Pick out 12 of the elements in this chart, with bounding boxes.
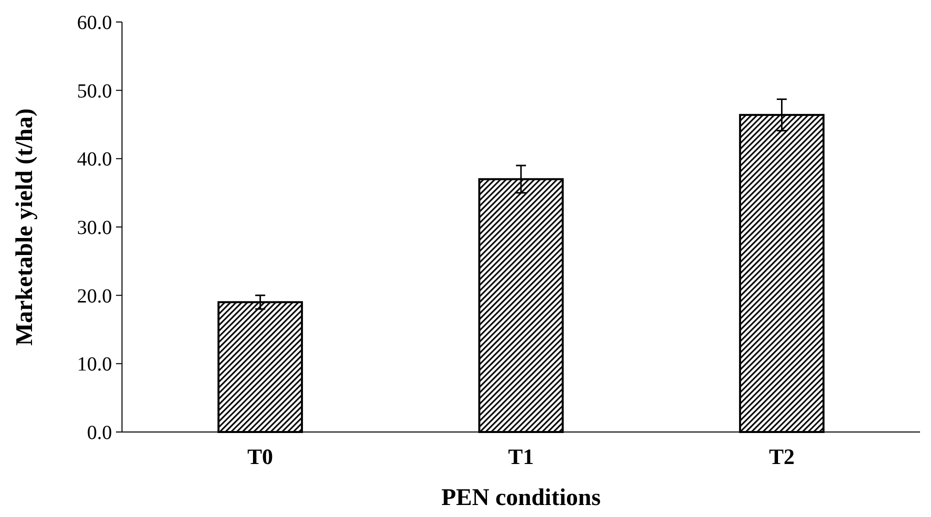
x-tick-label: T0: [247, 444, 274, 469]
x-tick-label: T1: [508, 444, 534, 469]
x-axis-title: PEN conditions: [441, 485, 601, 511]
y-tick-label: 60.0: [77, 12, 112, 34]
y-tick-label: 30.0: [77, 217, 112, 239]
y-tick-label: 0.0: [87, 422, 112, 444]
y-tick-label: 40.0: [77, 148, 112, 171]
y-axis-title: Marketable yield (t/ha): [12, 108, 38, 346]
y-tick-label: 50.0: [77, 80, 112, 102]
x-tick-label: T2: [768, 444, 795, 469]
y-tick-label: 20.0: [77, 285, 112, 308]
y-tick-label: 10.0: [77, 354, 112, 376]
